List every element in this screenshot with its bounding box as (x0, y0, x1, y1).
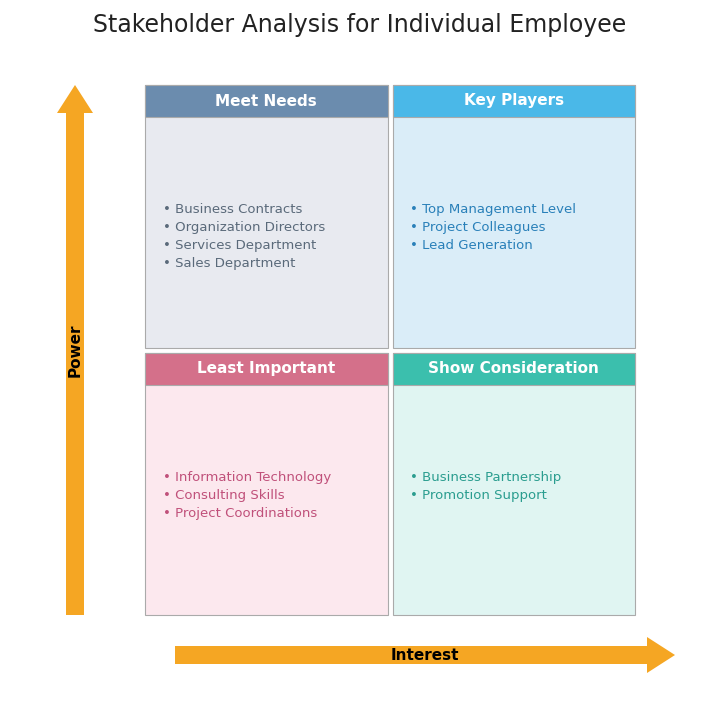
Text: • Project Colleagues: • Project Colleagues (410, 221, 546, 234)
Bar (145, 352, 387, 615)
Text: Key Players: Key Players (464, 94, 564, 109)
Text: • Project Coordinations: • Project Coordinations (163, 507, 318, 520)
Bar (392, 85, 635, 117)
Text: • Consulting Skills: • Consulting Skills (163, 489, 284, 501)
Text: • Business Partnership: • Business Partnership (410, 471, 562, 484)
Text: • Sales Department: • Sales Department (163, 257, 295, 270)
Text: Power: Power (68, 324, 83, 376)
Text: Show Consideration: Show Consideration (428, 361, 599, 376)
Bar (145, 352, 387, 384)
Text: Stakeholder Analysis for Individual Employee: Stakeholder Analysis for Individual Empl… (94, 13, 626, 37)
Bar (145, 85, 387, 348)
FancyArrow shape (175, 637, 675, 673)
Text: • Promotion Support: • Promotion Support (410, 489, 547, 501)
Text: Interest: Interest (391, 647, 459, 663)
Bar (392, 352, 635, 615)
Text: • Business Contracts: • Business Contracts (163, 203, 302, 216)
Text: • Top Management Level: • Top Management Level (410, 203, 577, 216)
Text: • Services Department: • Services Department (163, 239, 316, 252)
Bar (145, 85, 387, 117)
Text: Meet Needs: Meet Needs (215, 94, 317, 109)
Bar (392, 85, 635, 348)
Text: Least Important: Least Important (197, 361, 336, 376)
Text: • Information Technology: • Information Technology (163, 471, 331, 484)
Bar (392, 352, 635, 384)
Text: • Lead Generation: • Lead Generation (410, 239, 534, 252)
FancyArrow shape (57, 85, 93, 615)
Text: • Organization Directors: • Organization Directors (163, 221, 325, 234)
